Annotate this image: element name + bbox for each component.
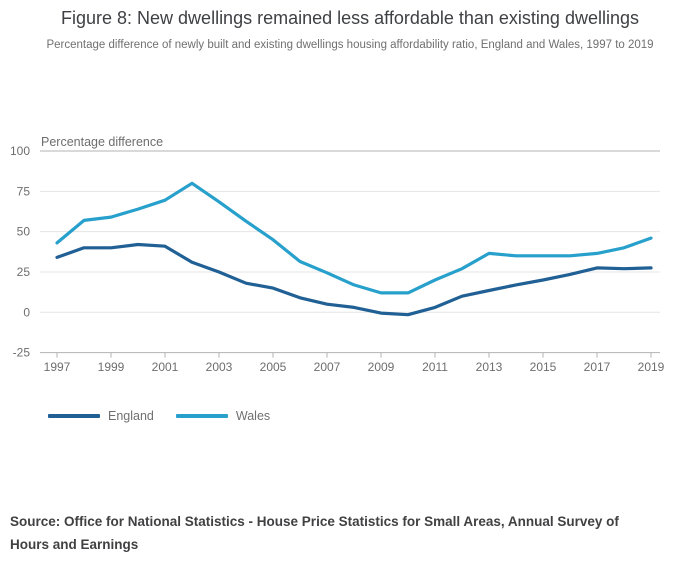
y-axis-tick-label: 50	[17, 225, 31, 239]
x-axis-tick-label: 1997	[44, 360, 71, 374]
y-axis-tick-label: 100	[10, 144, 30, 158]
chart-legend: England Wales	[48, 408, 292, 424]
legend-label-england: England	[108, 409, 154, 423]
x-axis-tick-label: 2003	[206, 360, 233, 374]
x-axis-tick-label: 2019	[638, 360, 665, 374]
wales-line	[55, 181, 653, 295]
y-axis-unit-label: Percentage difference	[41, 135, 164, 149]
england-line-swatch	[48, 414, 100, 418]
x-axis-tick-label: 2009	[368, 360, 395, 374]
x-axis-tick-label: 1999	[98, 360, 125, 374]
wales-line-swatch	[175, 414, 228, 418]
source-attribution: Source: Office for National Statistics -…	[10, 514, 619, 552]
affordability-line-chart: 100 75 50 25 0 -25 1997 1999 2001 2003 2005 2007 200…	[10, 144, 665, 374]
legend-item-wales: Wales	[175, 409, 271, 423]
legend-label-wales: Wales	[235, 409, 271, 423]
y-axis-tick-label: 25	[17, 265, 31, 279]
y-axis-tick-label: -25	[13, 346, 31, 360]
england-line	[55, 242, 653, 317]
chart-subtitle: Percentage difference of newly built and…	[46, 39, 654, 51]
y-axis-tick-label: 75	[17, 184, 31, 198]
x-axis-tick-label: 2011	[422, 360, 448, 374]
x-axis-tick-label: 2015	[530, 360, 557, 374]
x-axis-tick-label: 2017	[584, 360, 611, 374]
x-axis-tick-label: 2005	[260, 360, 287, 374]
y-axis-tick-label: 0	[23, 305, 30, 319]
x-axis-tick-label: 2001	[152, 360, 179, 374]
x-axis-tick-label: 2007	[314, 360, 341, 374]
x-axis-tick-label: 2013	[476, 360, 503, 374]
legend-item-england: England	[48, 409, 154, 423]
chart-title: Figure 8: New dwellings remained less af…	[61, 8, 639, 28]
